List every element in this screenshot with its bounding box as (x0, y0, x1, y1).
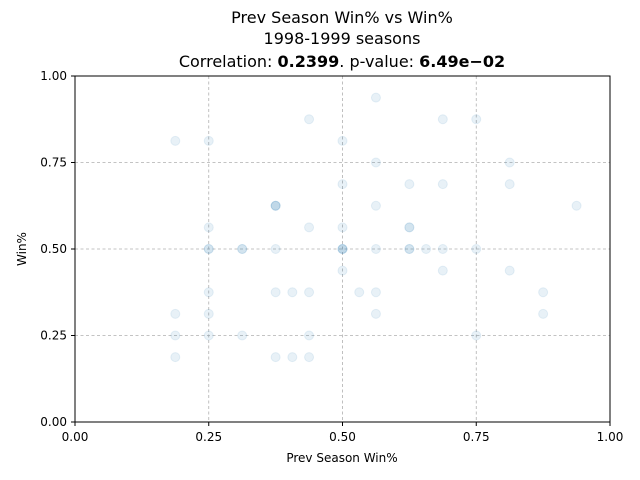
data-point (170, 352, 181, 363)
data-point (304, 287, 315, 298)
data-point (471, 244, 482, 254)
data-point (170, 308, 181, 319)
grid-lines (75, 76, 610, 422)
pvalue-label: . p-value: (339, 52, 419, 71)
data-point (354, 287, 365, 298)
data-point (203, 222, 214, 233)
data-point (404, 222, 415, 233)
data-point (404, 222, 415, 233)
y-tick-label: 0.25 (40, 329, 67, 343)
y-tick-label: 1.00 (40, 69, 67, 83)
data-point (170, 330, 181, 341)
data-point (170, 135, 181, 146)
chart-title: Prev Season Win% vs Win% (231, 8, 453, 27)
data-point (471, 114, 482, 125)
y-axis-label: Win% (15, 232, 29, 266)
data-point (337, 222, 348, 233)
data-point (287, 287, 298, 298)
data-point (404, 244, 415, 254)
data-point (270, 287, 281, 298)
data-point (370, 200, 381, 211)
data-point (437, 179, 448, 190)
data-point (471, 330, 482, 341)
x-axis-label: Prev Season Win% (286, 451, 397, 465)
data-point (287, 352, 298, 363)
data-point (437, 244, 448, 254)
data-point (203, 135, 214, 146)
data-point (237, 244, 248, 254)
x-tick-label: 1.00 (597, 430, 624, 444)
axis-ticks: 0.000.00 0.25 0.25 0.50 0.50 0.75 0.75 1.00 1.00 (40, 69, 623, 444)
x-tick-label: 0.25 (195, 430, 222, 444)
data-point (504, 179, 515, 190)
data-point (270, 200, 281, 211)
x-tick-label: 0.50 (329, 430, 356, 444)
data-point (370, 287, 381, 298)
data-point (270, 200, 281, 211)
data-point (337, 265, 348, 276)
data-point (270, 200, 281, 211)
pvalue-tail: 2 (494, 52, 505, 71)
data-point (538, 308, 549, 319)
data-point (337, 244, 348, 254)
data-point (337, 244, 348, 254)
data-point (437, 114, 448, 125)
data-point (337, 135, 348, 146)
data-point (237, 244, 248, 254)
data-point (203, 244, 214, 254)
data-point (437, 265, 448, 276)
x-tick-label: 0.75 (463, 430, 490, 444)
data-point (203, 330, 214, 341)
data-point (538, 287, 549, 298)
correlation-label: Correlation: (179, 52, 278, 71)
data-point (304, 352, 315, 363)
data-points (170, 92, 582, 363)
data-point (337, 179, 348, 190)
data-point (203, 287, 214, 298)
data-point (421, 244, 432, 254)
data-point (270, 352, 281, 363)
data-point (203, 244, 214, 254)
data-point (370, 308, 381, 319)
y-tick-label: 0.75 (40, 156, 67, 170)
y-tick-label: 0.00 (40, 415, 67, 429)
data-point (404, 179, 415, 190)
data-point (370, 244, 381, 254)
data-point (203, 308, 214, 319)
data-point (370, 157, 381, 168)
data-point (404, 244, 415, 254)
data-point (571, 200, 582, 211)
chart-subtitle: 1998-1999 seasons (264, 29, 421, 48)
data-point (337, 244, 348, 254)
data-point (304, 114, 315, 125)
data-point (370, 92, 381, 103)
data-point (504, 157, 515, 168)
pvalue-value: 6.49e−0 (419, 52, 494, 71)
data-point (304, 222, 315, 233)
data-point (304, 330, 315, 341)
x-tick-label: 0.00 (62, 430, 89, 444)
data-point (504, 265, 515, 276)
data-point (270, 244, 281, 254)
data-point (237, 330, 248, 341)
correlation-value: 0.2399 (278, 52, 340, 71)
chart-stats-line: Correlation: 0.2399. p-value: 6.49e−02 (179, 52, 505, 71)
y-tick-label: 0.50 (40, 242, 67, 256)
